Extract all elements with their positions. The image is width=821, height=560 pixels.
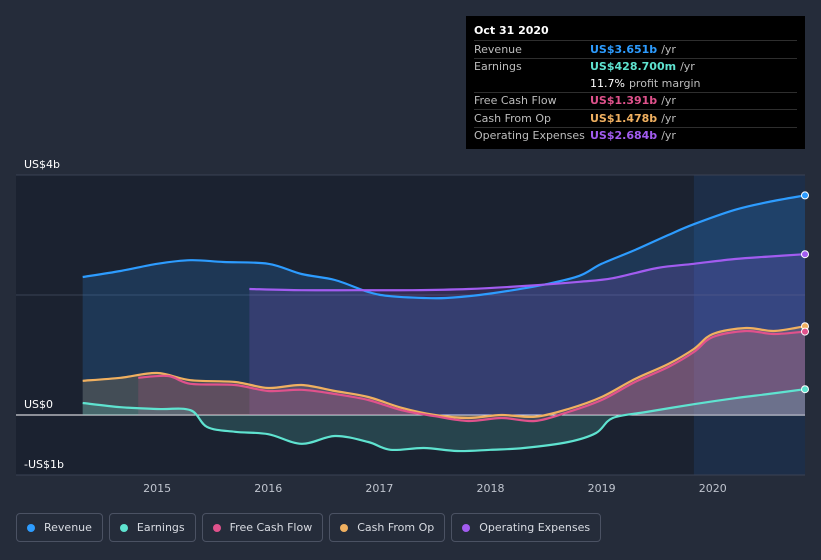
y-tick-label: US$0	[24, 398, 53, 411]
series-area-operating-expenses	[249, 254, 805, 415]
x-tick-label: 2016	[254, 482, 282, 495]
series-line-earnings	[82, 388, 806, 453]
legend-label: Earnings	[136, 521, 185, 534]
operating-expenses-dot-icon	[462, 523, 471, 532]
y-axis-labels: US$4b US$0 -US$1b	[24, 158, 64, 471]
series-area-earnings	[82, 389, 806, 452]
legend-item-operating-expenses[interactable]: Operating Expenses	[451, 513, 602, 542]
series-endpoint-free-cash-flow	[801, 327, 809, 336]
tooltip-row-fcf: Free Cash Flow US$1.391b /yr	[474, 91, 797, 110]
series-area-revenue	[82, 195, 806, 415]
highlight-region	[693, 175, 805, 475]
free-cash-flow-dot-icon	[212, 523, 221, 532]
x-axis-labels: 2015 2016 2017 2018 2019 2020	[143, 482, 727, 495]
series-line-free-cash-flow	[138, 329, 806, 423]
tooltip-label: Earnings	[474, 60, 522, 74]
series-area-cash-from-op	[82, 326, 806, 418]
legend-label: Free Cash Flow	[229, 521, 313, 534]
tooltip-row-opex: Operating Expenses US$2.684b /yr	[474, 126, 797, 145]
tooltip-unit: /yr	[661, 42, 676, 56]
legend-item-cash-from-op[interactable]: Cash From Op	[329, 513, 446, 542]
x-tick-label: 2015	[143, 482, 171, 495]
tooltip-label: Free Cash Flow	[474, 94, 557, 108]
tooltip-value: US$428.700m	[590, 60, 677, 74]
x-tick-label: 2019	[588, 482, 616, 495]
tooltip-unit: /yr	[661, 129, 676, 143]
legend-label: Operating Expenses	[479, 521, 591, 534]
x-tick-label: 2018	[477, 482, 505, 495]
series-line-revenue	[82, 194, 806, 300]
series-line-cash-from-op	[82, 325, 806, 420]
tooltip-value: US$1.391b	[590, 94, 658, 108]
tooltip-label: Cash From Op	[474, 111, 552, 125]
tooltip-row-revenue: Revenue US$3.651b /yr	[474, 40, 797, 58]
legend-item-free-cash-flow[interactable]: Free Cash Flow	[201, 513, 324, 542]
legend-item-revenue[interactable]: Revenue	[16, 513, 103, 542]
tooltip-unit: profit margin	[628, 76, 701, 90]
tooltip-row-margin: 11.7% profit margin	[474, 75, 797, 92]
tooltip-label: Revenue	[474, 42, 522, 56]
x-tick-label: 2020	[699, 482, 727, 495]
tooltip-label: Operating Expenses	[474, 129, 585, 143]
legend: Revenue Earnings Free Cash Flow Cash Fro…	[16, 513, 602, 542]
series-lines	[82, 194, 806, 453]
series-line-operating-expenses	[249, 253, 806, 292]
earnings-dot-icon	[119, 523, 128, 532]
tooltip-row-cfo: Cash From Op US$1.478b /yr	[474, 109, 797, 127]
chart: US$4b US$0 -US$1b 2015 2016 2017 2018 2019 2020	[16, 158, 809, 495]
tooltip-row-earnings: Earnings US$428.700m /yr	[474, 57, 797, 76]
tooltip-value: 11.7%	[590, 76, 625, 90]
tooltip-value: US$2.684b	[590, 129, 658, 143]
y-tick-label: -US$1b	[24, 458, 64, 471]
x-tick-label: 2017	[365, 482, 393, 495]
legend-item-earnings[interactable]: Earnings	[108, 513, 196, 542]
series-endpoints	[801, 191, 809, 394]
tooltip-unit: /yr	[661, 94, 676, 108]
y-tick-label: US$4b	[24, 158, 60, 171]
series-endpoint-revenue	[801, 191, 809, 200]
tooltip-unit: /yr	[680, 60, 695, 74]
tooltip: Oct 31 2020 Revenue US$3.651b /yr Earnin…	[466, 16, 805, 149]
legend-label: Revenue	[44, 521, 92, 534]
revenue-dot-icon	[27, 523, 35, 532]
tooltip-date: Oct 31 2020	[474, 24, 549, 37]
cash-from-op-dot-icon	[340, 523, 349, 532]
series-area-free-cash-flow	[138, 330, 805, 422]
series-endpoint-earnings	[801, 385, 809, 394]
legend-label: Cash From Op	[357, 521, 435, 534]
series-areas	[82, 195, 806, 452]
tooltip-unit: /yr	[661, 111, 676, 125]
gridlines	[16, 174, 805, 476]
chart-background	[16, 175, 805, 475]
tooltip-value: US$3.651b	[590, 42, 658, 56]
series-endpoint-operating-expenses	[801, 250, 809, 259]
tooltip-value: US$1.478b	[590, 111, 658, 125]
